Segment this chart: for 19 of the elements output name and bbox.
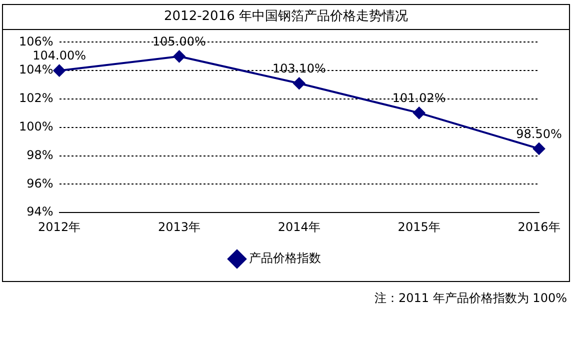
y-tick-label: 100%: [18, 120, 54, 134]
legend-label: 产品价格指数: [249, 251, 321, 266]
text: 注：2011 年产品价格指数为 100%: [374, 290, 567, 307]
y-tick-label: 98%: [26, 148, 54, 162]
x-tick-label: 2014年: [278, 220, 320, 234]
y-tick-label: 94%: [26, 204, 54, 219]
x-tick-label: 2015年: [398, 220, 440, 234]
y-tick-label: 104%: [18, 62, 54, 77]
data-label: 101.02%: [392, 91, 446, 106]
data-label: 103.10%: [272, 62, 326, 76]
x-tick-label: 2013年: [158, 220, 201, 234]
x-tick-label: 2012年: [38, 220, 81, 234]
y-tick-label: 106%: [18, 34, 54, 48]
y-tick-label: 96%: [26, 176, 54, 190]
y-tick-label: 102%: [18, 91, 54, 106]
data-label: 98.50%: [516, 126, 562, 141]
data-label: 104.00%: [32, 48, 86, 63]
chart-title: 2012-2016 年中国钢箔产品价格走势情况: [2, 4, 570, 30]
x-tick-label: 2016年: [518, 220, 560, 234]
